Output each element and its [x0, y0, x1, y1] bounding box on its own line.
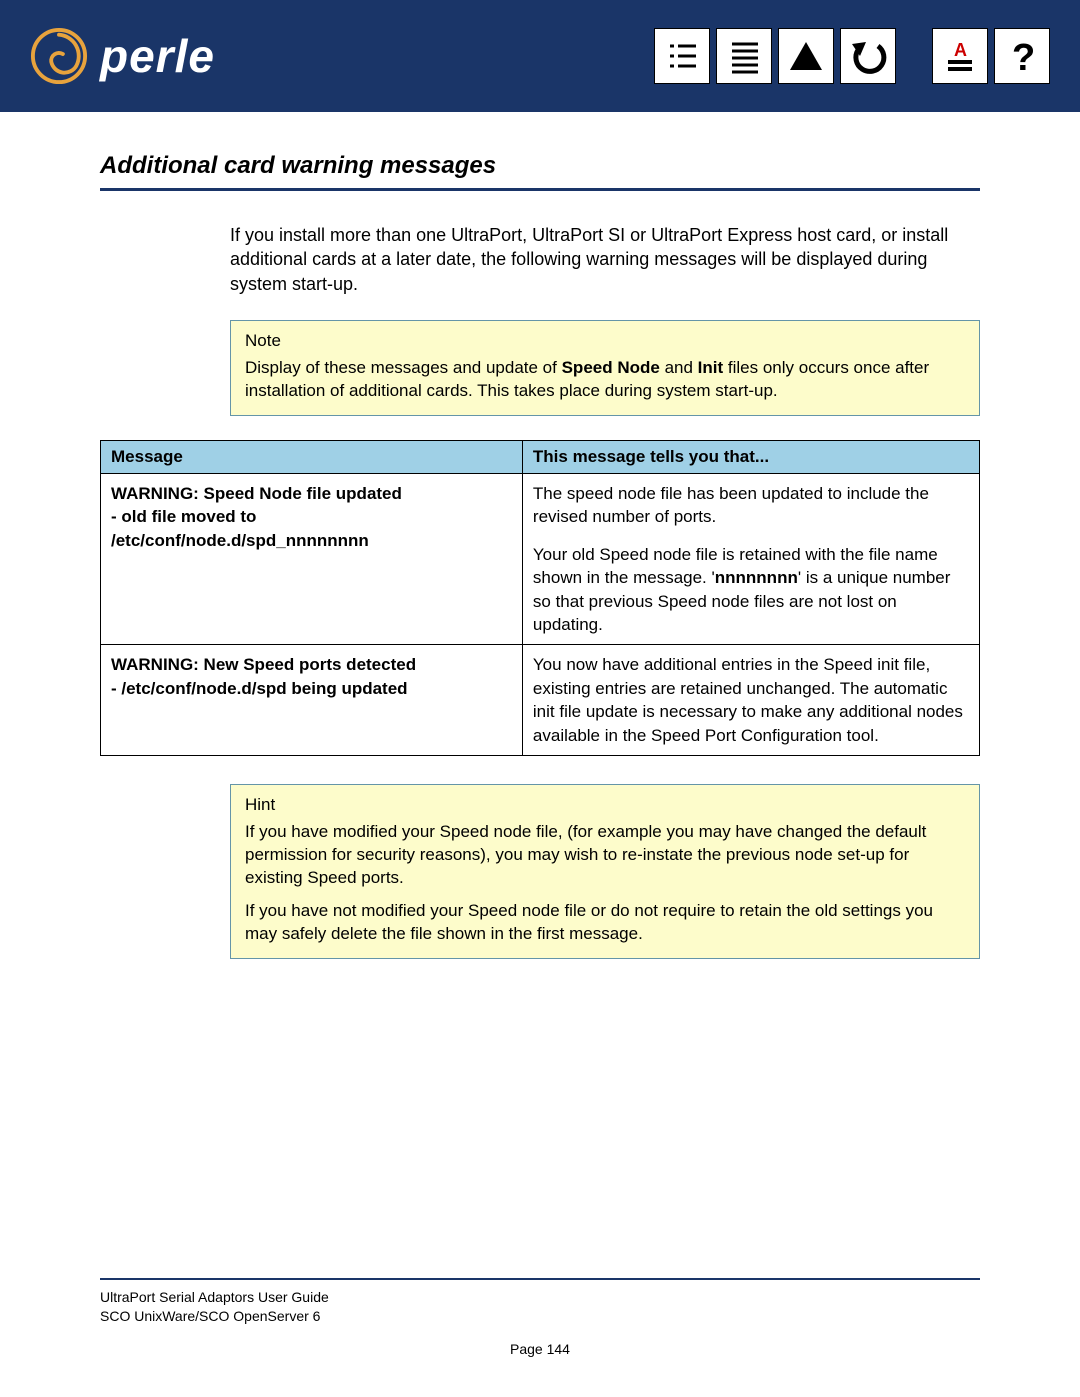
hint-label: Hint [245, 795, 965, 815]
page-footer: UltraPort Serial Adaptors User Guide SCO… [100, 1278, 980, 1357]
note-mid: and [660, 358, 698, 377]
help-question-icon[interactable]: ? [994, 28, 1050, 84]
brand-text: perle [100, 29, 215, 83]
perle-swirl-icon [30, 27, 88, 85]
note-callout: Note Display of these messages and updat… [230, 320, 980, 416]
messages-table: Message This message tells you that... W… [100, 440, 980, 757]
footer-rule [100, 1278, 980, 1280]
table-row: WARNING: New Speed ports detected - /etc… [101, 645, 980, 756]
header-bar: perle A ? [0, 0, 1080, 112]
hint-callout: Hint If you have modified your Speed nod… [230, 784, 980, 959]
footer-line-1: UltraPort Serial Adaptors User Guide [100, 1288, 980, 1308]
desc-p1: You now have additional entries in the S… [533, 653, 969, 747]
desc-p1: The speed node file has been updated to … [533, 482, 969, 529]
page-body: Additional card warning messages If you … [0, 112, 1080, 959]
footer-line-2: SCO UnixWare/SCO OpenServer 6 [100, 1307, 980, 1327]
note-label: Note [245, 331, 965, 351]
index-list-icon[interactable] [716, 28, 772, 84]
page-up-icon[interactable] [778, 28, 834, 84]
table-row: WARNING: Speed Node file updated - old f… [101, 473, 980, 645]
hint-p2: If you have not modified your Speed node… [245, 900, 965, 946]
col-message: Message [101, 440, 523, 473]
note-bold2: Init [698, 358, 724, 377]
undo-back-icon[interactable] [840, 28, 896, 84]
msg-cell: WARNING: New Speed ports detected - /etc… [101, 645, 523, 756]
hint-p1: If you have modified your Speed node fil… [245, 821, 965, 890]
desc-cell: You now have additional entries in the S… [522, 645, 979, 756]
contents-list-icon[interactable] [654, 28, 710, 84]
intro-paragraph: If you install more than one UltraPort, … [230, 223, 980, 296]
brand-logo: perle [30, 27, 215, 85]
hint-body: If you have modified your Speed node fil… [245, 821, 965, 946]
desc-p2-bold: nnnnnnnn [715, 568, 798, 587]
page-number: Page 144 [100, 1341, 980, 1357]
msg-line1: WARNING: Speed Node file updated [111, 482, 512, 505]
bookmark-a-icon[interactable]: A [932, 28, 988, 84]
desc-cell: The speed node file has been updated to … [522, 473, 979, 645]
desc-p2: Your old Speed node file is retained wit… [533, 543, 969, 637]
section-title: Additional card warning messages [100, 152, 980, 191]
msg-line2: - /etc/conf/node.d/spd being updated [111, 677, 512, 700]
svg-text:A: A [954, 40, 967, 60]
note-bold1: Speed Node [562, 358, 660, 377]
pdf-toolbar: A ? [654, 28, 1050, 84]
msg-cell: WARNING: Speed Node file updated - old f… [101, 473, 523, 645]
note-text: Display of these messages and update of [245, 358, 562, 377]
msg-line1: WARNING: New Speed ports detected [111, 653, 512, 676]
msg-line2: - old file moved to /etc/conf/node.d/spd… [111, 505, 512, 552]
col-meaning: This message tells you that... [522, 440, 979, 473]
note-body: Display of these messages and update of … [245, 357, 965, 403]
svg-text:?: ? [1012, 37, 1035, 76]
